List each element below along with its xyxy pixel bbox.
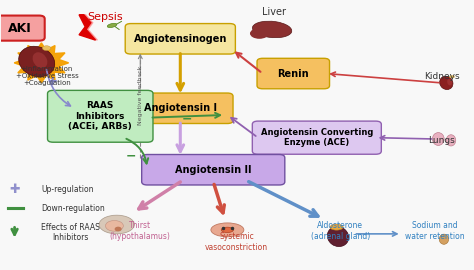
Ellipse shape — [105, 221, 123, 231]
FancyBboxPatch shape — [142, 154, 285, 185]
Polygon shape — [81, 15, 98, 40]
Text: AKI: AKI — [9, 22, 32, 35]
Text: −: − — [126, 150, 136, 163]
Ellipse shape — [440, 76, 453, 90]
Ellipse shape — [99, 215, 135, 234]
Ellipse shape — [439, 234, 449, 244]
Ellipse shape — [330, 224, 343, 230]
Text: Liver: Liver — [263, 7, 286, 17]
Ellipse shape — [42, 46, 51, 50]
Text: Sepsis: Sepsis — [87, 12, 123, 22]
FancyBboxPatch shape — [47, 90, 153, 142]
Ellipse shape — [447, 79, 452, 85]
Text: Kidneys: Kidneys — [424, 72, 459, 81]
Ellipse shape — [432, 133, 444, 146]
Ellipse shape — [33, 52, 47, 68]
FancyBboxPatch shape — [128, 93, 233, 123]
Ellipse shape — [250, 28, 269, 39]
Ellipse shape — [107, 23, 117, 28]
FancyBboxPatch shape — [252, 121, 381, 154]
Text: Renin: Renin — [277, 69, 309, 79]
Text: −: − — [182, 113, 192, 126]
Text: ✚: ✚ — [9, 183, 20, 196]
Text: Angiotensin Converting
Enzyme (ACE): Angiotensin Converting Enzyme (ACE) — [261, 128, 373, 147]
Text: Angiotensin II: Angiotensin II — [175, 165, 252, 175]
Text: ✚: ✚ — [47, 77, 57, 87]
Text: Aldosterone
(adrenal gland): Aldosterone (adrenal gland) — [311, 221, 370, 241]
Polygon shape — [79, 15, 96, 40]
Ellipse shape — [18, 46, 55, 77]
Text: Negative feedback: Negative feedback — [138, 65, 143, 124]
Ellipse shape — [211, 223, 244, 237]
Text: Angiotensinogen: Angiotensinogen — [134, 34, 227, 44]
Text: RAAS
Inhibitors
(ACEi, ARBs): RAAS Inhibitors (ACEi, ARBs) — [68, 102, 132, 131]
Text: Angiotensin I: Angiotensin I — [144, 103, 217, 113]
Ellipse shape — [253, 21, 292, 38]
FancyBboxPatch shape — [257, 58, 329, 89]
FancyBboxPatch shape — [125, 23, 236, 54]
FancyBboxPatch shape — [0, 16, 45, 41]
Text: Lungs: Lungs — [428, 136, 455, 145]
Text: Down-regulation: Down-regulation — [41, 204, 105, 213]
Text: +Inflammation
+Oxidative Stress
+Coagulation: +Inflammation +Oxidative Stress +Coagula… — [16, 66, 78, 86]
Ellipse shape — [221, 227, 234, 232]
Ellipse shape — [115, 227, 122, 231]
Ellipse shape — [449, 75, 455, 78]
Text: Thirst
(hypothalamus): Thirst (hypothalamus) — [110, 221, 171, 241]
Polygon shape — [14, 43, 69, 83]
Ellipse shape — [328, 227, 349, 247]
Text: Up-regulation: Up-regulation — [41, 185, 94, 194]
Text: Effects of RAAS
Inhibitors: Effects of RAAS Inhibitors — [41, 223, 100, 242]
Text: Systemic
vasoconstriction: Systemic vasoconstriction — [205, 232, 268, 252]
Text: Sodium and
water retention: Sodium and water retention — [405, 221, 465, 241]
Ellipse shape — [447, 135, 456, 146]
